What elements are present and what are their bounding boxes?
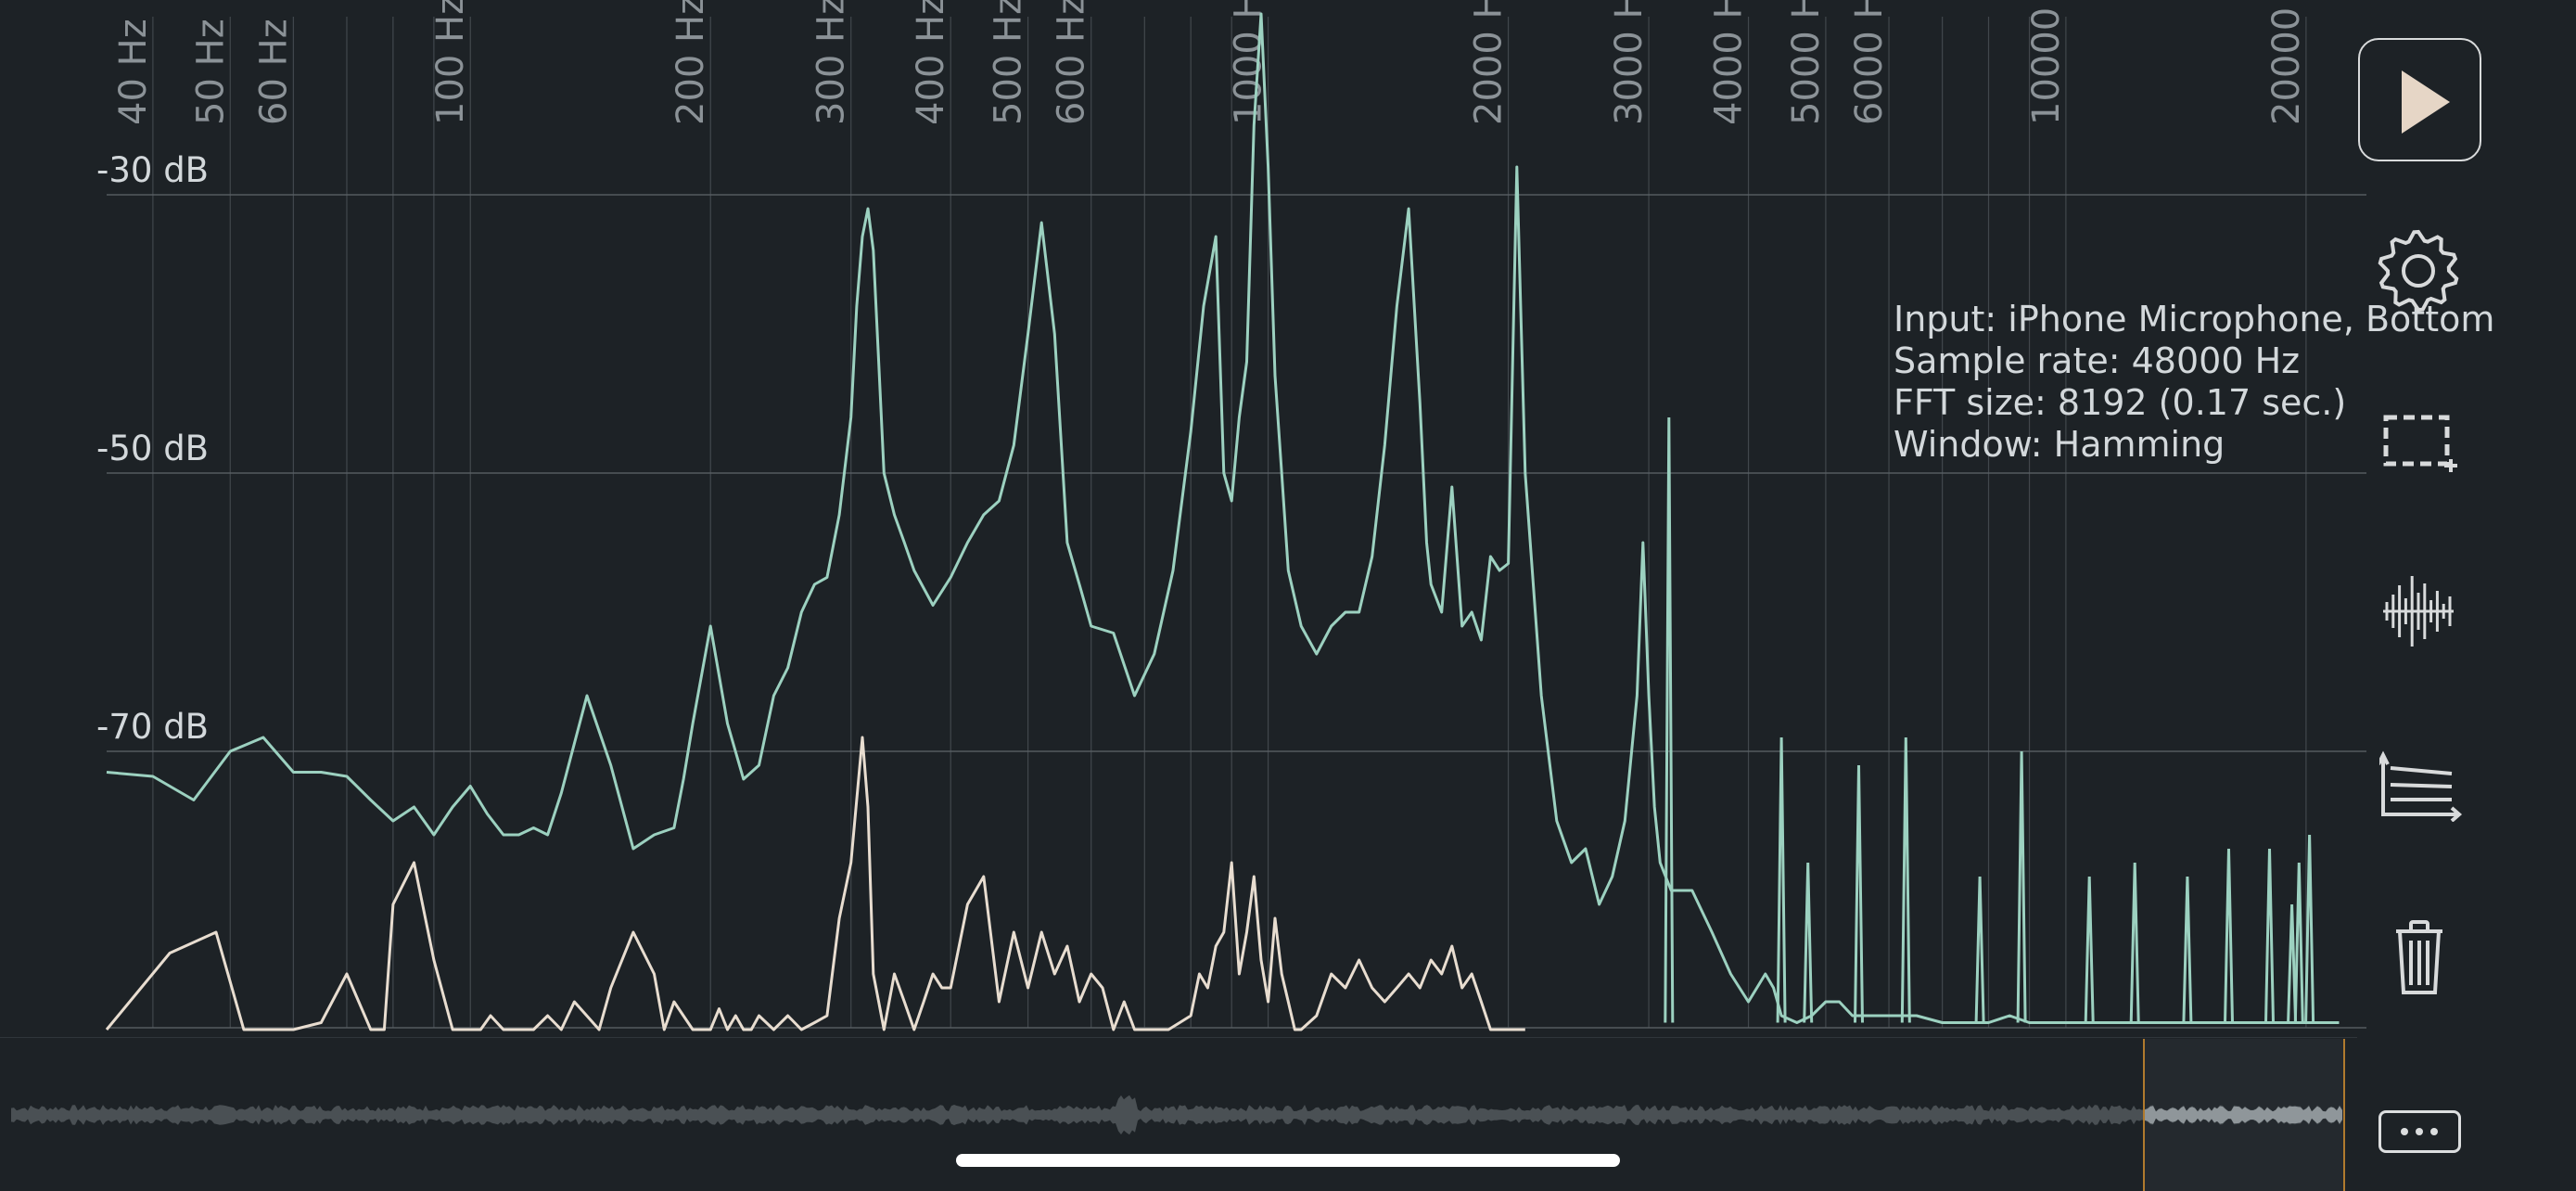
axis-scale-icon[interactable] bbox=[2379, 746, 2463, 822]
spectrum-peak bbox=[1803, 862, 1814, 1023]
spectrum-plot[interactable] bbox=[105, 12, 2340, 1031]
db-axis: -30 dB -50 dB -70 dB bbox=[96, 150, 209, 747]
play-button[interactable] bbox=[2358, 38, 2481, 161]
grid-lines bbox=[107, 17, 2366, 1029]
spectrum-peak bbox=[1974, 876, 1985, 1023]
freq-tick-label: 600 Hz bbox=[1051, 0, 1093, 125]
spectrum-peak bbox=[2304, 834, 2315, 1023]
freq-tick-label: 100 Hz bbox=[429, 0, 472, 125]
overview-wave-active-shape bbox=[2145, 1106, 2342, 1124]
waveform-icon[interactable] bbox=[2381, 571, 2455, 651]
overview-waveform bbox=[11, 1095, 2342, 1135]
spectrum-peak bbox=[2264, 848, 2275, 1023]
window-info: Window: Hamming bbox=[1894, 424, 2225, 465]
freq-tick-label: 40 Hz bbox=[112, 19, 155, 125]
db-tick-label: -70 dB bbox=[96, 707, 209, 747]
freq-tick-label: 300 Hz bbox=[810, 0, 853, 125]
freq-tick-label: 4000 Hz bbox=[1708, 0, 1751, 125]
freq-tick-label: 500 Hz bbox=[988, 0, 1030, 125]
spectrum-peak bbox=[1900, 736, 1911, 1023]
overview-wave-shape bbox=[11, 1095, 2342, 1135]
freq-tick-label: 6000 Hz bbox=[1848, 0, 1891, 125]
spectrum-peak bbox=[2129, 862, 2140, 1023]
recording-overview[interactable] bbox=[0, 1037, 2357, 1191]
freq-tick-label: 200 Hz bbox=[670, 0, 712, 125]
freq-tick-label: 5000 Hz bbox=[1785, 0, 1828, 125]
freq-tick-label: 3000 Hz bbox=[1608, 0, 1651, 125]
spectrum-peak bbox=[1664, 416, 1675, 1023]
peak-hold-line bbox=[105, 736, 1525, 1031]
db-tick-label: -50 dB bbox=[96, 429, 209, 468]
freq-tick-label: 400 Hz bbox=[910, 0, 952, 125]
freq-tick-label: 50 Hz bbox=[189, 19, 232, 125]
fft-size-info: FFT size: 8192 (0.17 sec.) bbox=[1894, 382, 2347, 423]
spectrum-line bbox=[106, 12, 2340, 1024]
db-tick-label: -30 dB bbox=[96, 150, 209, 190]
sample-rate-info: Sample rate: 48000 Hz bbox=[1894, 340, 2301, 381]
input-info: Input: iPhone Microphone, Bottom bbox=[1894, 299, 2495, 339]
freq-tick-label: 10000 Hz bbox=[2025, 0, 2068, 125]
spectrum-peak bbox=[1854, 764, 1864, 1023]
overview-waveform-active bbox=[2145, 1106, 2342, 1124]
freq-tick-label: 2000 Hz bbox=[1468, 0, 1511, 125]
more-icon bbox=[2401, 1128, 2438, 1135]
selection-icon[interactable] bbox=[2379, 410, 2459, 477]
spectrum-peak bbox=[2182, 876, 2193, 1023]
freq-tick-label: 60 Hz bbox=[252, 19, 295, 125]
frequency-axis: 40 Hz 50 Hz 60 Hz 100 Hz 200 Hz 300 Hz 400 Hz 5… bbox=[112, 0, 2308, 125]
spectrum-peak bbox=[2224, 848, 2234, 1023]
trash-icon[interactable] bbox=[2392, 918, 2446, 996]
spectrum-peak bbox=[2293, 862, 2304, 1023]
spectrum-peak bbox=[2084, 876, 2095, 1023]
spectrum-peak bbox=[2016, 750, 2027, 1023]
play-icon bbox=[2402, 70, 2450, 134]
spectrum-peak bbox=[2287, 903, 2298, 1023]
spectrum-peak bbox=[1776, 736, 1787, 1023]
home-indicator bbox=[956, 1154, 1620, 1167]
more-button[interactable] bbox=[2378, 1110, 2461, 1153]
info-panel: Input: iPhone Microphone, Bottom Sample … bbox=[1894, 299, 2494, 466]
freq-tick-label: 20000 Hz bbox=[2265, 0, 2308, 125]
gear-icon[interactable] bbox=[2374, 226, 2463, 315]
